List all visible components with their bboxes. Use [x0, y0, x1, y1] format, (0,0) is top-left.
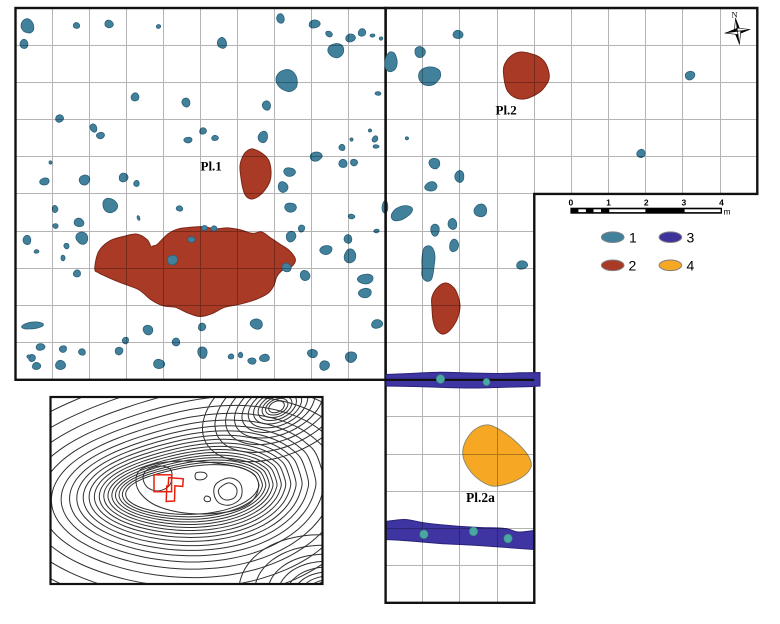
svg-text:0: 0	[569, 198, 574, 208]
svg-text:1: 1	[629, 229, 637, 245]
svg-text:3: 3	[682, 198, 687, 208]
svg-text:1: 1	[606, 198, 611, 208]
svg-text:2: 2	[644, 198, 649, 208]
svg-text:4: 4	[719, 198, 724, 208]
svg-text:2: 2	[629, 257, 637, 273]
svg-text:N: N	[732, 10, 738, 20]
svg-text:3: 3	[687, 229, 695, 245]
svg-text:Pl.1: Pl.1	[201, 159, 222, 174]
svg-text:4: 4	[687, 257, 695, 273]
svg-text:Pl.2a: Pl.2a	[466, 490, 495, 505]
svg-text:Pl.2: Pl.2	[496, 102, 517, 117]
svg-text:m: m	[724, 207, 731, 217]
